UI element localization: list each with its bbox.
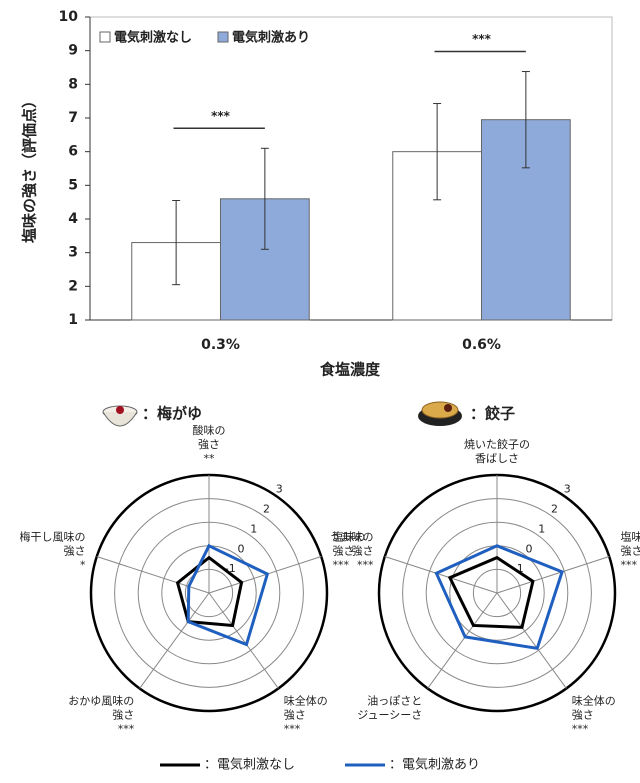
bowl-icon xyxy=(102,405,138,427)
r-tick-label: 3 xyxy=(564,483,571,496)
r-tick-label: 2 xyxy=(551,503,558,516)
x-axis-label: 食塩濃度 xyxy=(320,361,381,379)
y-tick-label: 3 xyxy=(68,245,78,261)
x-tick-label: 0.3% xyxy=(201,337,240,353)
radar-line xyxy=(447,555,535,629)
axis-label: 強さ xyxy=(572,708,594,721)
axis-label: 焼いた餃子の xyxy=(464,437,530,451)
axis-label: 強さ xyxy=(198,438,220,451)
y-axis-label: 塩味の強さ（評価点） xyxy=(21,93,39,243)
x-tick-label: 0.6% xyxy=(462,337,501,353)
axis-label: 強さ xyxy=(620,545,640,558)
legend-swatch xyxy=(217,31,229,43)
significance-label: *** xyxy=(572,722,589,735)
radar-line xyxy=(186,543,270,647)
r-tick-label: 0 xyxy=(238,542,245,555)
axis-label: 油っぽさと xyxy=(367,693,422,707)
spoke xyxy=(384,556,498,594)
axis-label: 強さ xyxy=(284,708,306,721)
r-tick-label: 3 xyxy=(276,483,283,496)
y-tick-label: 9 xyxy=(68,43,78,59)
significance-label: *** xyxy=(118,722,135,735)
r-tick-label: 2 xyxy=(263,503,270,516)
axis-label: 強さ xyxy=(352,545,374,558)
spoke xyxy=(427,592,498,689)
y-tick-label: 7 xyxy=(68,110,78,126)
y-tick-label: 2 xyxy=(68,278,78,294)
legend-swatch xyxy=(99,31,111,43)
axis-label: 酸味の xyxy=(193,423,226,437)
r-tick-label: 0 xyxy=(526,542,533,555)
legend-label: ：電気刺激あり xyxy=(389,757,480,773)
radar-title: ：餃子 xyxy=(470,405,515,423)
radar-line xyxy=(434,544,564,651)
legend-label: 電気刺激あり xyxy=(232,30,310,46)
axis-label: おかゆ風味の xyxy=(68,694,134,707)
radar-title: ：梅がゆ xyxy=(142,405,202,423)
spoke xyxy=(208,592,279,689)
r-tick-label: 1 xyxy=(250,522,257,535)
significance-label: ** xyxy=(204,452,216,465)
significance-label: *** xyxy=(332,559,349,572)
y-tick-label: 10 xyxy=(59,9,79,25)
r-tick-label: 1 xyxy=(538,522,545,535)
y-tick-label: 5 xyxy=(68,177,78,193)
axis-label: 強さ xyxy=(64,545,86,558)
axis-label: 味全体の xyxy=(284,693,328,707)
y-tick-label: 8 xyxy=(68,76,78,92)
spoke xyxy=(496,556,610,594)
significance-label: *** xyxy=(472,32,492,46)
axis-label: 味全体の xyxy=(572,693,616,707)
axis-label: 強さ xyxy=(112,708,134,721)
gyoza-icon xyxy=(418,401,462,426)
significance-label: *** xyxy=(357,559,374,572)
significance-label: * xyxy=(80,559,86,572)
axis-label: 梅干し風味の xyxy=(20,530,86,544)
significance-label: *** xyxy=(620,559,637,572)
r-tick-label: -1 xyxy=(225,562,236,575)
axis-label: ジューシーさ xyxy=(357,708,422,721)
axis-label: 塩味の xyxy=(620,530,640,544)
y-tick-label: 1 xyxy=(68,312,78,328)
y-tick-label: 4 xyxy=(68,211,78,227)
axis-label: うま味の xyxy=(330,531,374,544)
spoke xyxy=(496,592,567,689)
axis-label: 香ばしさ xyxy=(475,452,519,465)
axis-label: 強さ xyxy=(332,545,354,558)
significance-label: *** xyxy=(211,109,231,123)
legend-label: 電気刺激なし xyxy=(114,30,192,46)
spoke xyxy=(139,592,210,689)
radar-line xyxy=(175,555,244,628)
spoke xyxy=(96,556,210,594)
y-tick-label: 6 xyxy=(68,144,78,160)
legend-label: ：電気刺激なし xyxy=(204,757,295,773)
significance-label: *** xyxy=(284,722,301,735)
axis-label: 塩味の xyxy=(332,530,365,544)
spoke xyxy=(208,556,322,594)
r-tick-label: -1 xyxy=(513,562,524,575)
